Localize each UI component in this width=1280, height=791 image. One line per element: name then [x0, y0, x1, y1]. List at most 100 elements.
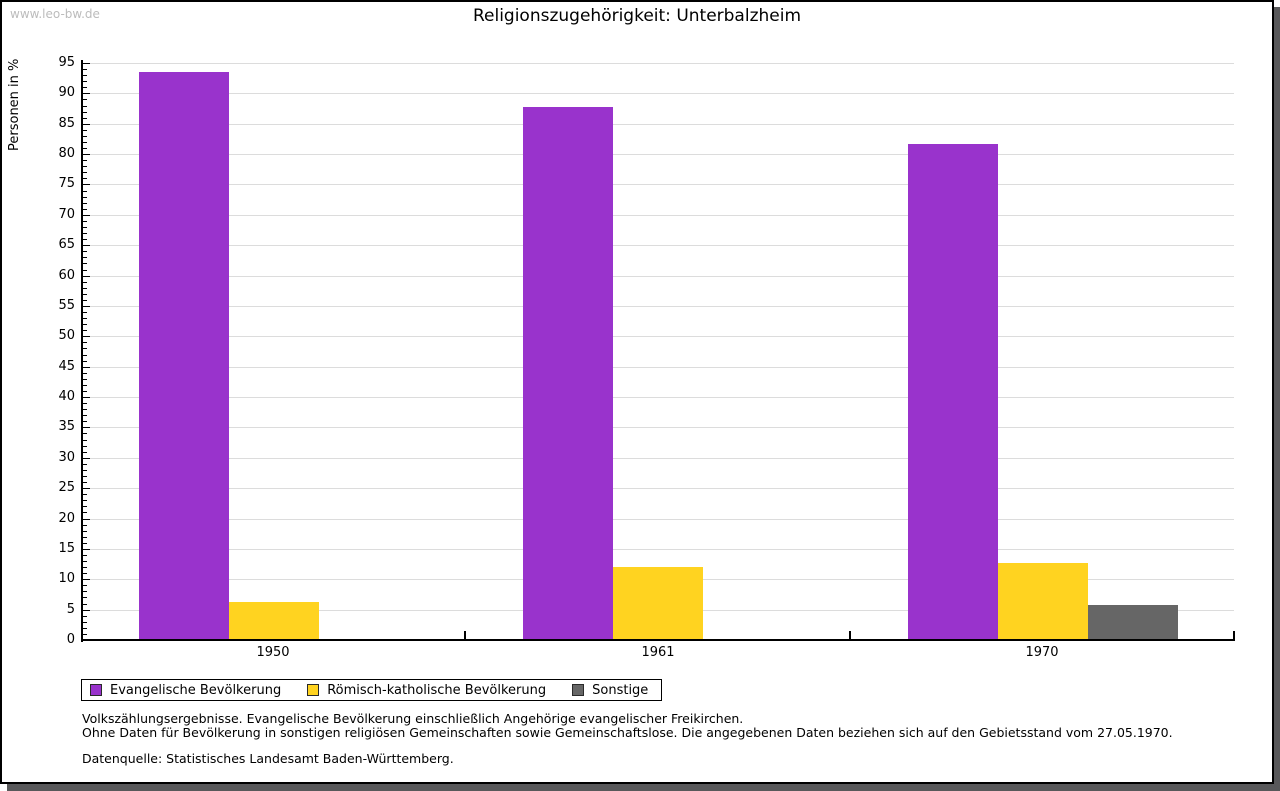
y-tick-label: 60	[58, 268, 75, 283]
y-gridline	[83, 276, 1234, 277]
y-major-tick	[83, 245, 90, 246]
y-minor-tick	[83, 512, 87, 513]
y-minor-tick	[83, 567, 87, 568]
y-minor-tick	[83, 537, 87, 538]
y-gridline	[83, 63, 1234, 64]
y-gridline	[83, 93, 1234, 94]
y-minor-tick	[83, 106, 87, 107]
y-minor-tick	[83, 616, 87, 617]
y-major-tick	[83, 458, 90, 459]
y-minor-tick	[83, 221, 87, 222]
y-minor-tick	[83, 591, 87, 592]
y-minor-tick	[83, 118, 87, 119]
legend: Evangelische Bevölkerung Römisch-katholis…	[81, 679, 663, 701]
y-tick-label: 55	[58, 298, 75, 313]
y-tick-label: 10	[58, 571, 75, 586]
y-minor-tick	[83, 622, 87, 623]
y-minor-tick	[83, 69, 87, 70]
y-minor-tick	[83, 585, 87, 586]
footnote-line-1: Volkszählungsergebnisse. Evangelische Be…	[82, 711, 744, 726]
y-gridline	[83, 458, 1234, 459]
y-minor-tick	[83, 506, 87, 507]
y-minor-tick	[83, 160, 87, 161]
bar-r-misch-katholische-bev-lkerung	[998, 563, 1088, 640]
y-tick-label: 50	[58, 328, 75, 343]
y-major-tick	[83, 124, 90, 125]
bar-evangelische-bev-lkerung	[523, 107, 613, 640]
y-minor-tick	[83, 172, 87, 173]
y-minor-tick	[83, 318, 87, 319]
legend-item: Römisch-katholische Bevölkerung	[307, 683, 546, 698]
y-tick-label: 85	[58, 116, 75, 131]
y-gridline	[83, 397, 1234, 398]
legend-swatch-icon	[572, 684, 585, 696]
y-major-tick	[83, 610, 90, 611]
data-source-note: Datenquelle: Statistisches Landesamt Bad…	[82, 751, 454, 766]
y-tick-label: 80	[58, 146, 75, 161]
y-minor-tick	[83, 288, 87, 289]
y-gridline	[83, 336, 1234, 337]
bar-chart-plot: 0 5 10 15 20 25 30 35 40 45 50 55 60 65 70 75 80 85 90 95 19…	[2, 2, 1272, 782]
y-minor-tick	[83, 482, 87, 483]
y-minor-tick	[83, 282, 87, 283]
y-minor-tick	[83, 342, 87, 343]
y-gridline	[83, 367, 1234, 368]
y-gridline	[83, 184, 1234, 185]
y-minor-tick	[83, 209, 87, 210]
y-minor-tick	[83, 385, 87, 386]
y-tick-label: 75	[58, 176, 75, 191]
y-minor-tick	[83, 191, 87, 192]
y-major-tick	[83, 215, 90, 216]
y-tick-label: 0	[66, 632, 75, 647]
x-category-label: 1961	[641, 645, 675, 660]
legend-swatch-icon	[90, 684, 102, 696]
y-minor-tick	[83, 403, 87, 404]
y-tick-label: 70	[58, 207, 75, 222]
y-minor-tick	[83, 251, 87, 252]
y-major-tick	[83, 427, 90, 428]
y-minor-tick	[83, 361, 87, 362]
y-minor-tick	[83, 500, 87, 501]
y-minor-tick	[83, 446, 87, 447]
y-minor-tick	[83, 233, 87, 234]
y-tick-label: 40	[58, 389, 75, 404]
y-minor-tick	[83, 555, 87, 556]
x-boundary-tick	[849, 631, 851, 640]
y-axis-line	[81, 60, 83, 642]
y-gridline	[83, 488, 1234, 489]
y-tick-label: 30	[58, 450, 75, 465]
y-minor-tick	[83, 440, 87, 441]
y-minor-tick	[83, 409, 87, 410]
y-minor-tick	[83, 373, 87, 374]
y-major-tick	[83, 367, 90, 368]
y-minor-tick	[83, 634, 87, 635]
y-tick-label: 20	[58, 511, 75, 526]
y-minor-tick	[83, 270, 87, 271]
y-minor-tick	[83, 197, 87, 198]
y-minor-tick	[83, 597, 87, 598]
y-minor-tick	[83, 391, 87, 392]
y-minor-tick	[83, 312, 87, 313]
y-minor-tick	[83, 227, 87, 228]
y-minor-tick	[83, 464, 87, 465]
y-minor-tick	[83, 136, 87, 137]
y-minor-tick	[83, 99, 87, 100]
y-minor-tick	[83, 75, 87, 76]
y-minor-tick	[83, 355, 87, 356]
y-tick-label: 65	[58, 237, 75, 252]
y-minor-tick	[83, 142, 87, 143]
legend-label: Sonstige	[592, 682, 649, 698]
y-gridline	[83, 245, 1234, 246]
y-minor-tick	[83, 561, 87, 562]
y-minor-tick	[83, 112, 87, 113]
y-minor-tick	[83, 330, 87, 331]
y-tick-label: 35	[58, 419, 75, 434]
legend-label: Römisch-katholische Bevölkerung	[327, 682, 547, 698]
y-minor-tick	[83, 166, 87, 167]
x-boundary-tick	[1233, 631, 1235, 640]
y-minor-tick	[83, 263, 87, 264]
y-tick-label: 5	[66, 602, 75, 617]
y-gridline	[83, 549, 1234, 550]
y-gridline	[83, 519, 1234, 520]
legend-item: Sonstige	[572, 683, 648, 698]
